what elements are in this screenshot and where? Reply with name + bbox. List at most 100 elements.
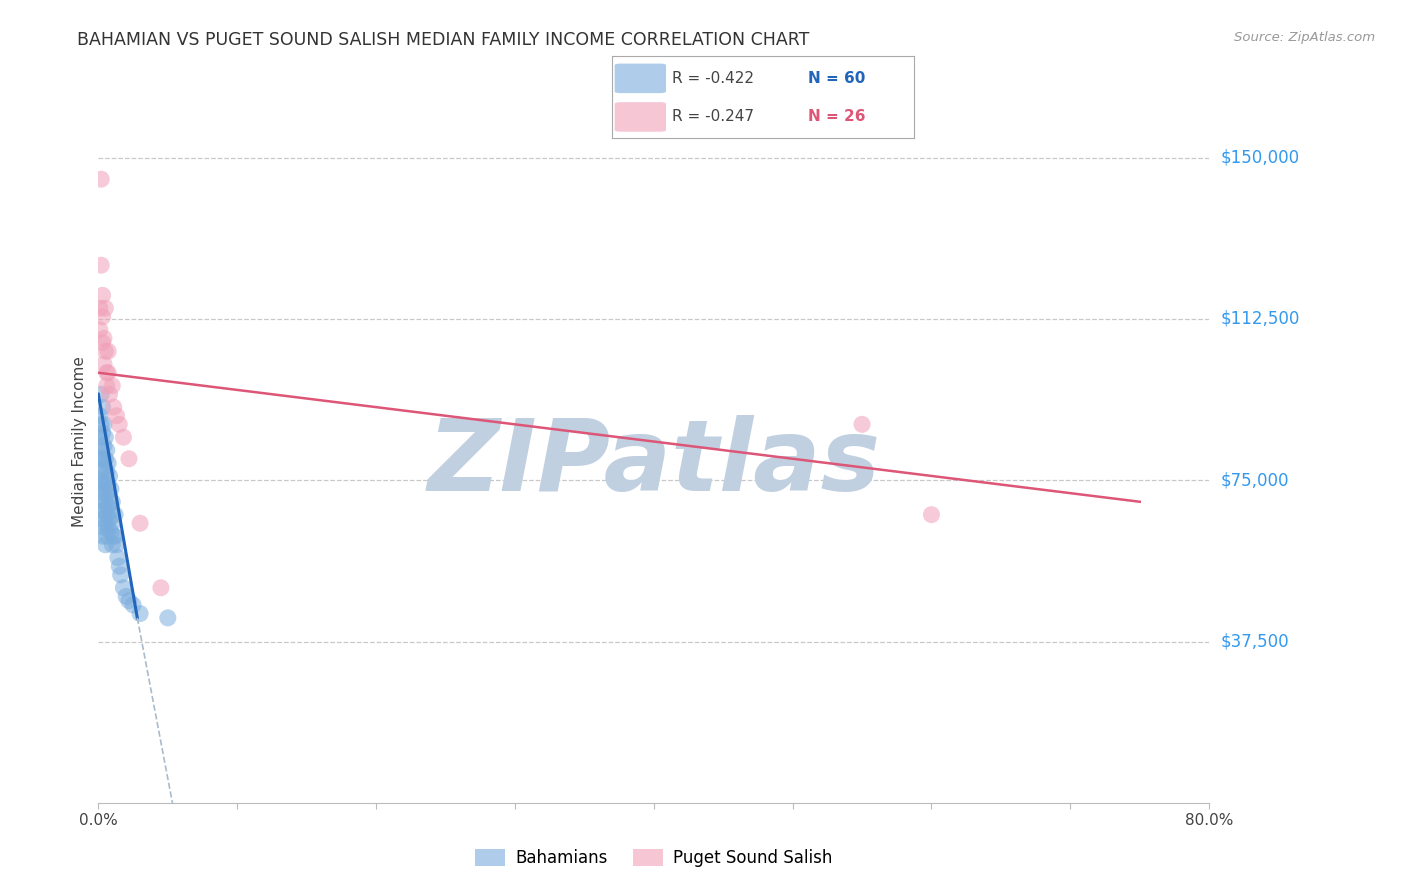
Point xyxy=(90,172,112,186)
Point xyxy=(93,520,115,534)
Point xyxy=(94,301,117,316)
Point xyxy=(94,494,117,508)
Point xyxy=(91,477,114,491)
Point xyxy=(91,529,114,543)
Point xyxy=(96,529,118,543)
Point xyxy=(96,366,118,380)
Point xyxy=(91,335,114,350)
Point xyxy=(91,512,114,526)
Point xyxy=(89,323,111,337)
Point xyxy=(108,417,131,432)
Point xyxy=(89,409,111,423)
Point xyxy=(96,443,118,458)
FancyBboxPatch shape xyxy=(614,103,666,132)
Point xyxy=(104,529,127,543)
Point xyxy=(90,486,112,500)
Text: $75,000: $75,000 xyxy=(1220,471,1289,489)
Point xyxy=(920,508,942,522)
Text: BAHAMIAN VS PUGET SOUND SALISH MEDIAN FAMILY INCOME CORRELATION CHART: BAHAMIAN VS PUGET SOUND SALISH MEDIAN FA… xyxy=(77,31,810,49)
Point xyxy=(108,559,131,574)
Point xyxy=(89,473,111,487)
Point xyxy=(96,508,118,522)
Y-axis label: Median Family Income: Median Family Income xyxy=(72,356,87,527)
Point xyxy=(104,508,127,522)
Point xyxy=(93,503,115,517)
Point xyxy=(103,529,125,543)
Point xyxy=(94,538,117,552)
Point xyxy=(97,520,120,534)
Point xyxy=(91,310,114,324)
Point xyxy=(110,567,132,582)
Point xyxy=(93,417,115,432)
Point xyxy=(93,482,115,496)
Point xyxy=(97,456,120,470)
Point xyxy=(851,417,873,432)
Point xyxy=(93,331,115,345)
Point xyxy=(105,538,128,552)
Point xyxy=(91,425,114,440)
Point xyxy=(90,503,112,517)
Point xyxy=(156,611,179,625)
Point xyxy=(101,494,124,508)
Point xyxy=(93,357,115,371)
Point xyxy=(100,524,122,539)
Point xyxy=(93,439,115,453)
Point xyxy=(118,451,141,466)
Point xyxy=(97,499,120,513)
Point xyxy=(91,288,114,302)
Point xyxy=(94,516,117,531)
Point xyxy=(94,451,117,466)
Text: ZIPatlas: ZIPatlas xyxy=(427,415,880,512)
Point xyxy=(118,593,141,607)
Point xyxy=(98,512,121,526)
Point xyxy=(94,430,117,444)
Point xyxy=(89,430,111,444)
Text: $150,000: $150,000 xyxy=(1220,149,1299,167)
Point xyxy=(96,378,118,392)
Point xyxy=(91,451,114,466)
Point xyxy=(91,400,114,414)
Point xyxy=(100,503,122,517)
Point xyxy=(98,469,121,483)
Text: N = 26: N = 26 xyxy=(808,110,866,124)
Point xyxy=(93,460,115,475)
Point xyxy=(94,344,117,359)
Point xyxy=(107,550,129,565)
Point xyxy=(100,482,122,496)
Point xyxy=(98,491,121,505)
Point xyxy=(96,486,118,500)
Point xyxy=(90,258,112,272)
Point xyxy=(112,581,135,595)
Point xyxy=(97,477,120,491)
Text: N = 60: N = 60 xyxy=(808,70,866,86)
Point xyxy=(101,516,124,531)
Point xyxy=(90,443,112,458)
Text: R = -0.422: R = -0.422 xyxy=(672,70,754,86)
Point xyxy=(98,387,121,401)
Point xyxy=(90,465,112,479)
FancyBboxPatch shape xyxy=(614,63,666,93)
Point xyxy=(97,344,120,359)
Point xyxy=(115,590,138,604)
Text: $112,500: $112,500 xyxy=(1220,310,1299,328)
Text: R = -0.247: R = -0.247 xyxy=(672,110,754,124)
Text: $37,500: $37,500 xyxy=(1220,632,1289,650)
Legend: Bahamians, Puget Sound Salish: Bahamians, Puget Sound Salish xyxy=(468,842,839,874)
Point xyxy=(129,516,152,531)
Point xyxy=(105,409,128,423)
Point xyxy=(89,301,111,316)
Point xyxy=(122,598,145,612)
Point xyxy=(94,473,117,487)
Point xyxy=(129,607,152,621)
Point xyxy=(91,494,114,508)
Text: Source: ZipAtlas.com: Source: ZipAtlas.com xyxy=(1234,31,1375,45)
Point xyxy=(89,451,111,466)
Point xyxy=(112,430,135,444)
Point xyxy=(103,400,125,414)
Point xyxy=(90,417,112,432)
Point xyxy=(149,581,172,595)
Point xyxy=(90,387,112,401)
Point xyxy=(101,538,124,552)
Point xyxy=(97,366,120,380)
Point xyxy=(96,465,118,479)
